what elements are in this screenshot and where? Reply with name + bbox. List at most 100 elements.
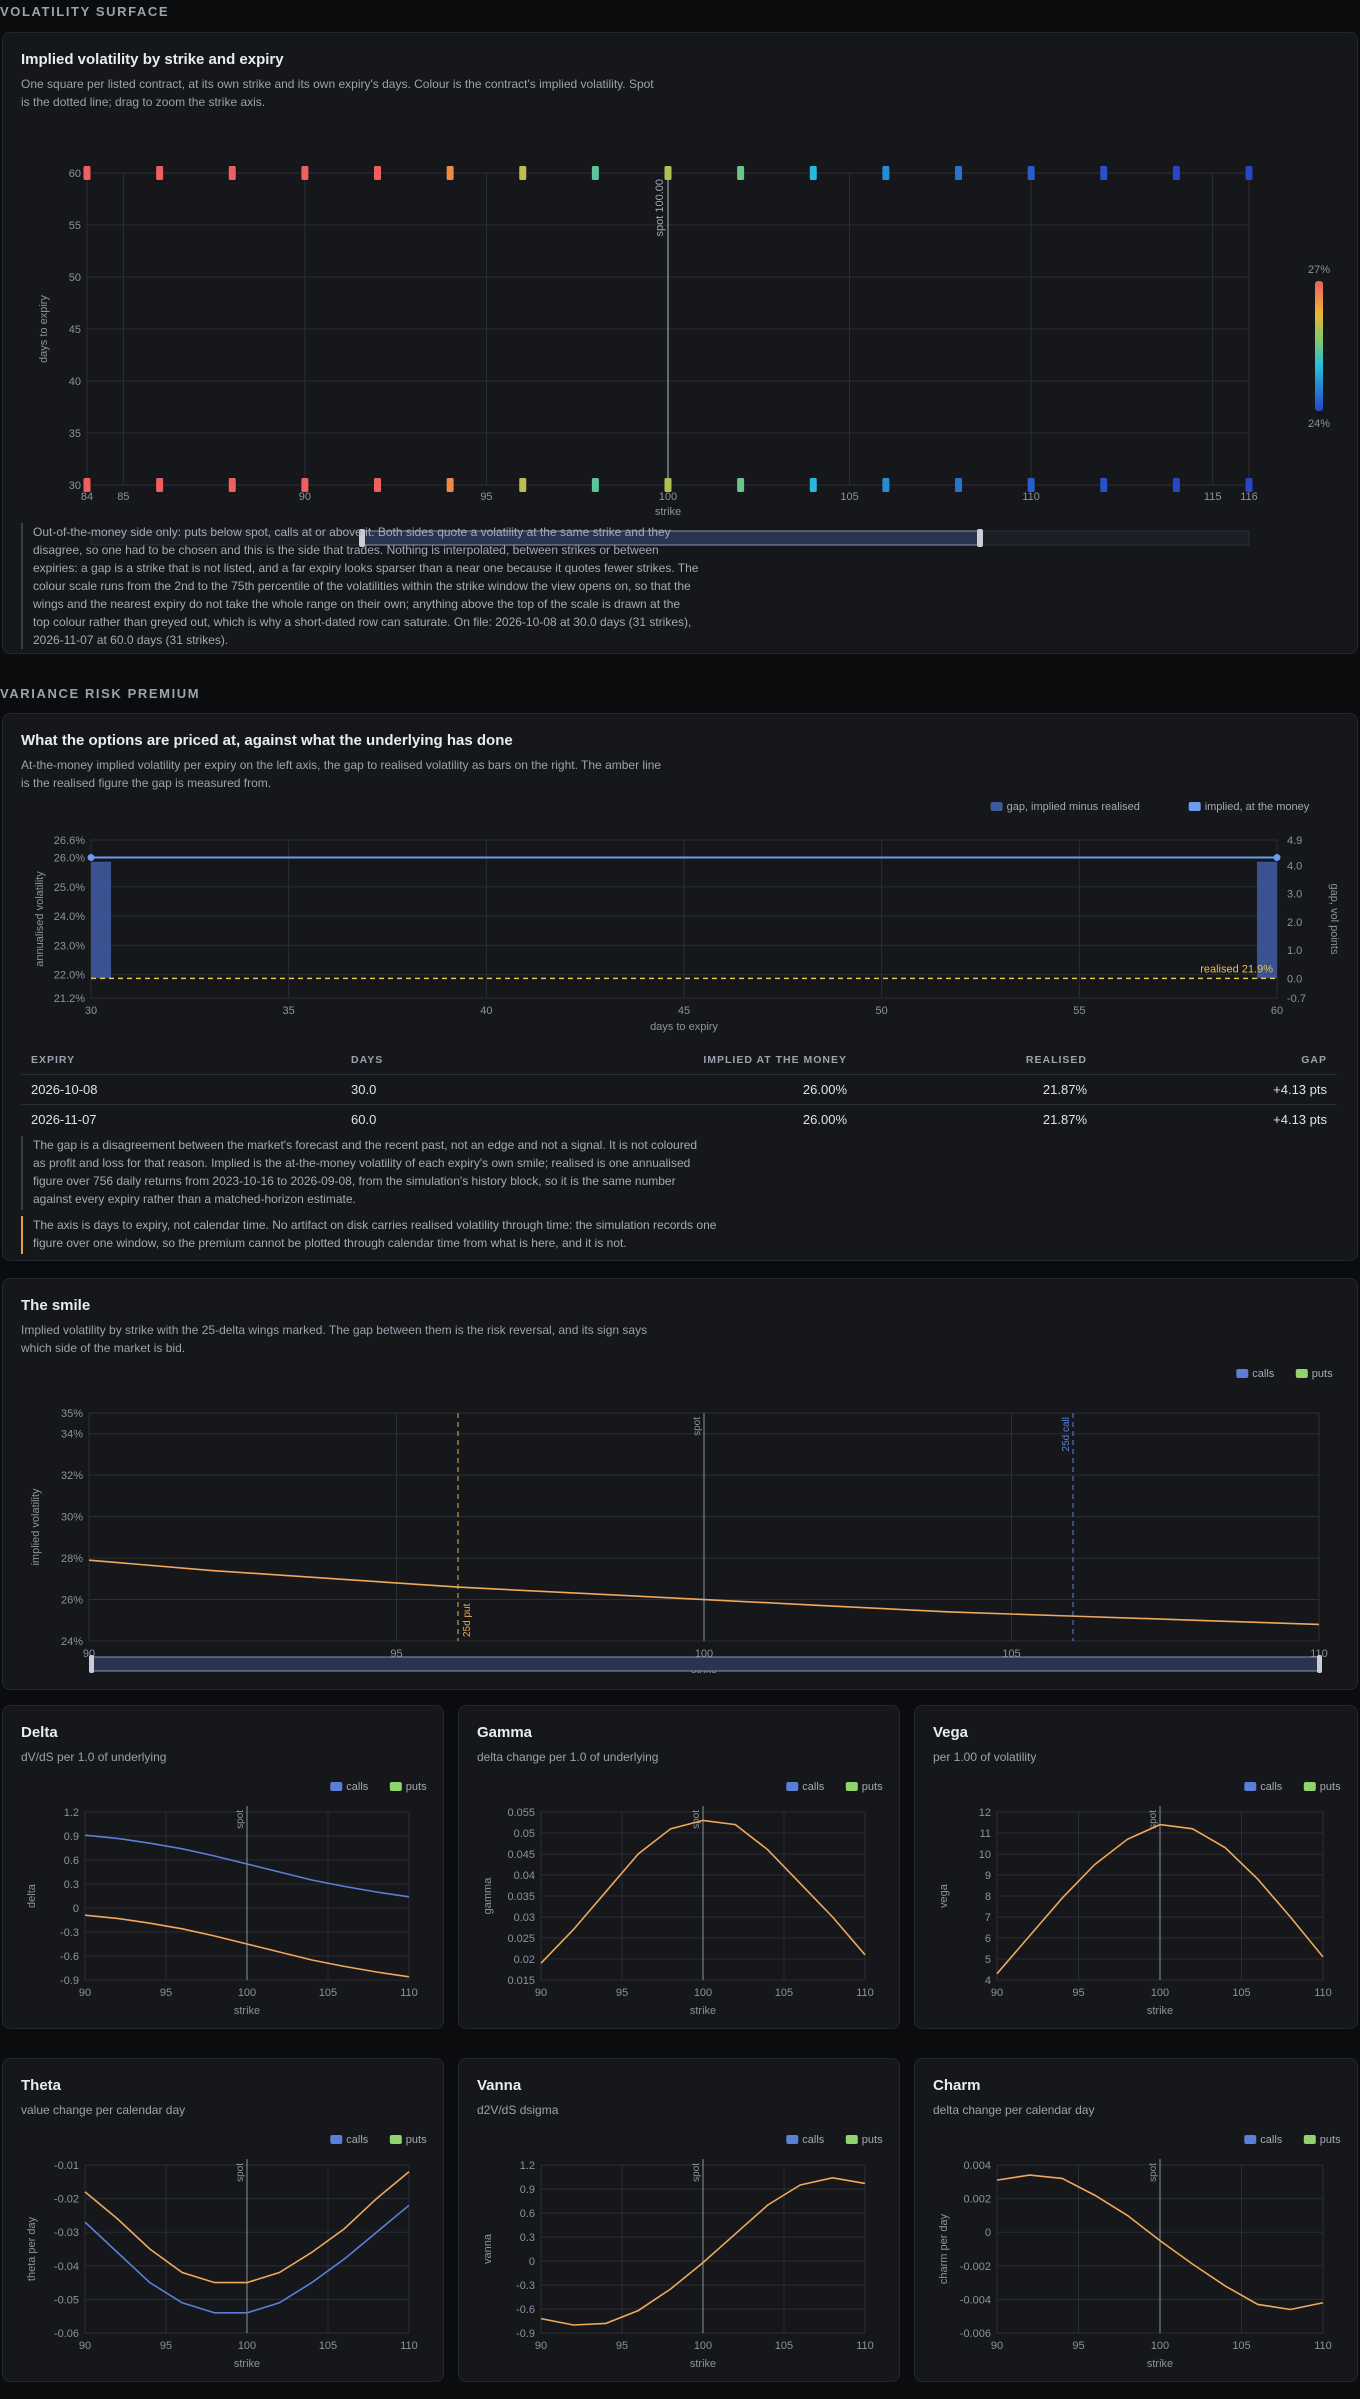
vrp-title: What the options are priced at, against … — [21, 732, 513, 749]
x-axis-label: strike — [234, 2005, 260, 2017]
x-tick-label: 110 — [1314, 2340, 1332, 2352]
contract-square — [156, 166, 164, 180]
cell-expiry: 2026-10-08 — [21, 1074, 341, 1105]
y-tick-label: -0.04 — [54, 2261, 79, 2273]
contract-square — [446, 478, 454, 492]
y-tick-label: 26.0% — [54, 853, 85, 865]
legend-label: calls — [1260, 1781, 1283, 1793]
put25-label: 25d put — [462, 1603, 473, 1637]
y-tick-label: 12 — [979, 1807, 991, 1819]
y2-tick-label: -0.7 — [1287, 993, 1306, 1005]
theta-chart[interactable]: puts calls -0.06 -0.05 -0.04 -0.03 -0.02 -0.01 9… — [3, 2123, 445, 2379]
gamma-chart[interactable]: puts calls 0.015 0.02 0.025 0.03 0.035 0.04 0.04… — [459, 1770, 901, 2026]
contract-square — [591, 478, 599, 492]
x-axis-label: days to expiry — [650, 1021, 718, 1033]
y-tick-label: -0.3 — [60, 1927, 79, 1939]
y-tick-label: -0.002 — [960, 2261, 991, 2273]
legend-label: puts — [862, 2134, 883, 2146]
x-axis-label: strike — [1147, 2358, 1173, 2370]
contract-square — [591, 166, 599, 180]
legend-swatch — [1236, 1369, 1249, 1378]
contract-square — [83, 478, 91, 492]
series-line-vanna — [540, 2176, 866, 2326]
theta-subtitle: value change per calendar day — [21, 2103, 186, 2117]
x-tick-label: 35 — [283, 1005, 295, 1017]
legend-label: calls — [802, 2134, 825, 2146]
y-tick-label: -0.6 — [516, 2304, 535, 2316]
cell-days: 60.0 — [341, 1104, 661, 1134]
y-tick-label: 24.0% — [54, 911, 85, 923]
legend-label: puts — [406, 1781, 427, 1793]
x-tick-label: 90 — [535, 2340, 547, 2352]
theta-card: Theta value change per calendar day puts… — [2, 2058, 444, 2382]
x-tick-label: 84 — [81, 491, 93, 503]
vega-card: Vega per 1.00 of volatility puts calls 4 5 6… — [914, 1705, 1358, 2029]
y-tick-label: 0.05 — [514, 1828, 535, 1840]
y-tick-label: 35% — [61, 1408, 83, 1420]
implied-point — [87, 854, 95, 862]
y-tick-label: 23.0% — [54, 940, 85, 952]
section-heading-vrp: VARIANCE RISK PREMIUM — [0, 686, 201, 701]
contract-square — [809, 166, 817, 180]
x-tick-label: 110 — [1314, 1987, 1332, 1999]
vega-subtitle: per 1.00 of volatility — [933, 1750, 1037, 1764]
y-tick-label: 21.2% — [54, 993, 85, 1005]
cell-days: 30.0 — [341, 1074, 661, 1105]
delta-chart[interactable]: puts calls -0.9 -0.6 -0.3 0 0.3 0.6 0.9 1.2 90 95 10… — [3, 1770, 445, 2026]
y-tick-label: 0 — [529, 2256, 535, 2268]
vega-chart[interactable]: puts calls 4 5 6 7 8 9 10 11 12 90 95 100 105 110 strike… — [915, 1770, 1359, 2026]
contract-square — [1027, 166, 1035, 180]
legend-swatch — [786, 2135, 799, 2144]
vanna-subtitle: d2V/dS dsigma — [477, 2103, 559, 2117]
delta-title: Delta — [21, 1724, 58, 1741]
surface-title: Implied volatility by strike and expiry — [21, 51, 284, 68]
cell-realised: 21.87% — [857, 1104, 1097, 1134]
vrp-note-2: The axis is days to expiry, not calendar… — [21, 1216, 781, 1254]
spot-label: spot — [692, 1417, 703, 1436]
vrp-note-1: The gap is a disagreement between the ma… — [21, 1136, 761, 1210]
vrp-chart[interactable]: implied, at the money gap, implied minus … — [3, 796, 1359, 1046]
legend-swatch — [389, 1782, 402, 1791]
y-tick-label: -0.02 — [54, 2194, 79, 2206]
spot-label: spot — [235, 2163, 246, 2182]
vrp-subtitle: At-the-money implied volatility per expi… — [21, 758, 662, 790]
y-axis-label: charm per day — [938, 2213, 950, 2284]
legend-label: puts — [862, 1781, 883, 1793]
vrp-col-gap: GAP — [1301, 1054, 1327, 1066]
legend-swatch — [1188, 802, 1201, 811]
y-axis-label: delta — [26, 1883, 38, 1908]
contract-square — [519, 478, 527, 492]
y-tick-label: 0.03 — [514, 1912, 535, 1924]
charm-chart[interactable]: puts calls -0.006 -0.004 -0.002 0 0.002 0.004 90… — [915, 2123, 1359, 2379]
x-tick-label: 85 — [117, 491, 129, 503]
cell-gap: +4.13 pts — [1097, 1074, 1337, 1105]
legend-label: puts — [1320, 1781, 1341, 1793]
delta-subtitle: dV/dS per 1.0 of underlying — [21, 1750, 167, 1764]
legend-swatch — [389, 2135, 402, 2144]
x-tick-label: 30 — [85, 1005, 97, 1017]
vrp-table-header-row: EXPIRY DAYS IMPLIED AT THE MONEY REALISE… — [21, 1046, 1337, 1075]
table-row: 2026-11-07 60.0 26.00% 21.87% +4.13 pts — [21, 1104, 1337, 1134]
x-tick-label: 100 — [238, 2340, 256, 2352]
y-tick-label: 0.025 — [507, 1933, 535, 1945]
contract-square — [882, 166, 890, 180]
contract-square — [83, 166, 91, 180]
legend-label: calls — [346, 2134, 369, 2146]
y2-tick-label: 3.0 — [1287, 889, 1302, 901]
y-tick-label: -0.3 — [516, 2280, 535, 2292]
surface-chart[interactable]: 30 35 40 45 50 55 60 84 85 90 95 100 105 110 115 116 str… — [3, 121, 1359, 601]
colorbar — [1315, 281, 1323, 411]
contract-square — [664, 478, 672, 492]
series-line-gamma — [540, 1819, 866, 1964]
y-tick-label: 40 — [69, 376, 81, 388]
spot-label: spot — [1148, 1810, 1159, 1829]
x-tick-label: 95 — [1072, 2340, 1084, 2352]
charm-subtitle: delta change per calendar day — [933, 2103, 1095, 2117]
series-line-vega — [996, 1823, 1324, 1975]
x-tick-label: 55 — [1073, 1005, 1085, 1017]
vanna-chart[interactable]: puts calls -0.9 -0.6 -0.3 0 0.3 0.6 0.9 1.2 90 95 10… — [459, 2123, 901, 2379]
y-tick-label: -0.01 — [54, 2160, 79, 2172]
contract-square — [664, 166, 672, 180]
contract-square — [809, 478, 817, 492]
